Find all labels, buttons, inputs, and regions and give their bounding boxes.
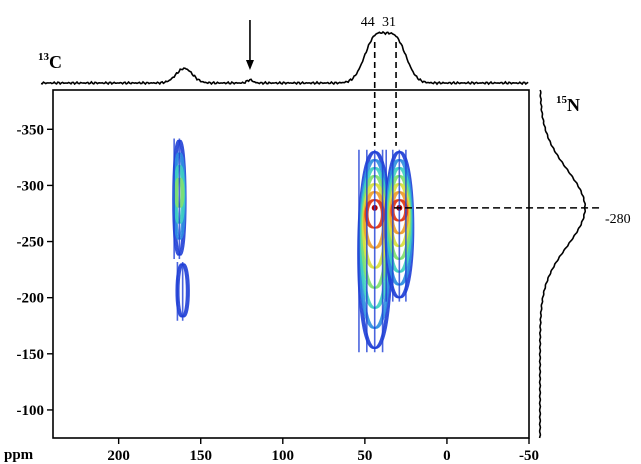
y-tick-label-4: -150: [17, 347, 45, 363]
contour-signal-3: [385, 150, 413, 302]
x-tick-label-3: 50: [357, 448, 372, 464]
y-tick-label-5: -100: [17, 403, 45, 419]
cross-peak-label: -280: [605, 212, 631, 227]
contour-plot: [173, 139, 414, 353]
x-tick-label-5: -50: [519, 448, 539, 464]
y-tick-label-2: -250: [17, 235, 45, 251]
y-axis-ticks: -350 -300 -250 -200 -150 -100: [17, 122, 54, 419]
peak-labels: 44 31: [361, 15, 396, 30]
peak-label-0: 44: [361, 15, 375, 30]
nitrogen-15-axis-label: 15N: [556, 94, 580, 115]
x-axis-title: ppm: [4, 447, 34, 463]
plot-frame: [53, 90, 529, 438]
y-tick-label-1: -300: [17, 178, 45, 194]
x-tick-label-0: 200: [107, 448, 130, 464]
x-tick-label-1: 150: [189, 448, 212, 464]
x-tick-label-2: 100: [272, 448, 295, 464]
peak-label-1: 31: [382, 15, 396, 30]
y-tick-label-0: -350: [17, 122, 45, 138]
projection-arrow: [246, 20, 254, 70]
x-axis-ticks: 200 150 100 50 0 -50: [107, 438, 539, 464]
arrow-head: [246, 60, 254, 70]
y-tick-label-3: -200: [17, 291, 45, 307]
x-tick-label-4: 0: [443, 448, 451, 464]
contour-signal-0: [173, 139, 186, 260]
carbon-13-axis-label: 13C: [38, 51, 62, 72]
contour-signal-1: [176, 262, 189, 321]
nitrogen-15-projection-trace: [540, 90, 586, 438]
carbon-13-projection-trace: [41, 32, 528, 84]
